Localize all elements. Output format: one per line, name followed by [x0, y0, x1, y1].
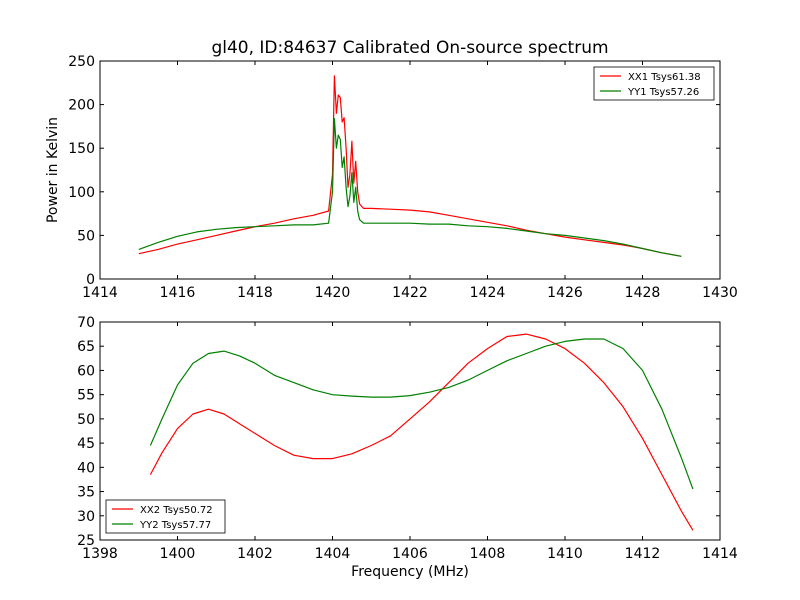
- y-tick-label: 60: [77, 363, 95, 379]
- legend: XX1 Tsys61.38 YY1 Tsys57.26: [593, 66, 715, 101]
- chart-title: gl40, ID:84637 Calibrated On-source spec…: [211, 38, 608, 58]
- y-tick-label: 50: [77, 228, 95, 244]
- series-line-2-2: [149, 338, 694, 490]
- y-tick-label: 55: [77, 388, 95, 404]
- y-tick-label: 65: [77, 339, 95, 355]
- y-axis-label: Power in Kelvin: [45, 117, 61, 223]
- x-tick-label: 1414: [82, 285, 118, 301]
- y-tick-label: 45: [77, 436, 95, 452]
- legend-box: [593, 66, 715, 101]
- x-tick-label: 1404: [315, 546, 351, 562]
- x-tick-label: 1424: [470, 285, 506, 301]
- legend-label: YY1 Tsys57.26: [627, 87, 699, 98]
- x-tick-label: 1410: [547, 546, 583, 562]
- x-tick-label: 1408: [470, 546, 506, 562]
- x-tick-label: 1422: [392, 285, 428, 301]
- y-tick-label: 100: [68, 185, 95, 201]
- axes-frame: [99, 60, 721, 280]
- x-tick-label: 1406: [392, 546, 428, 562]
- x-tick-label: 1412: [625, 546, 661, 562]
- legend-label: XX2 Tsys50.72: [140, 505, 213, 516]
- x-axis-label: Frequency (MHz): [351, 564, 469, 580]
- legend-label: XX1 Tsys61.38: [628, 72, 701, 83]
- y-tick-label: 30: [77, 509, 95, 525]
- y-tick-label: 35: [77, 485, 95, 501]
- y-tick-label: 70: [77, 315, 95, 331]
- y-tick-label: 50: [77, 412, 95, 428]
- y-tick-label: 25: [77, 533, 95, 549]
- axes-frame: [99, 321, 721, 541]
- plots: 1414 1416 1418 1420 1422 1424 1426 1428 14300501…: [45, 54, 738, 580]
- y-tick-label: 200: [68, 98, 95, 114]
- plot-panel-2: 1398 1400 1402 1404 1406 1408 1410 1412 1414 25 30…: [77, 315, 738, 580]
- y-tick-label: 0: [86, 272, 95, 288]
- legend-box: [105, 499, 226, 534]
- series-line-2-1: [149, 333, 694, 531]
- y-tick-label: 150: [68, 141, 95, 157]
- x-tick-label: 1414: [702, 546, 738, 562]
- x-tick-label: 1416: [160, 285, 196, 301]
- x-tick-label: 1420: [315, 285, 351, 301]
- x-tick-label: 1418: [237, 285, 273, 301]
- x-tick-label: 1402: [237, 546, 273, 562]
- y-tick-label: 40: [77, 460, 95, 476]
- x-tick-label: 1426: [547, 285, 583, 301]
- series-line-1-2: [138, 117, 682, 257]
- y-tick-label: 250: [68, 54, 95, 70]
- legend-label: YY2 Tsys57.77: [139, 520, 211, 531]
- x-tick-label: 1400: [160, 546, 196, 562]
- x-tick-label: 1398: [82, 546, 118, 562]
- x-tick-label: 1428: [625, 285, 661, 301]
- x-tick-label: 1430: [702, 285, 738, 301]
- plot-panel-1: 1414 1416 1418 1420 1422 1424 1426 1428 1430 0 50 1…: [45, 54, 738, 301]
- legend: XX2 Tsys50.72 YY2 Tsys57.77: [105, 499, 226, 534]
